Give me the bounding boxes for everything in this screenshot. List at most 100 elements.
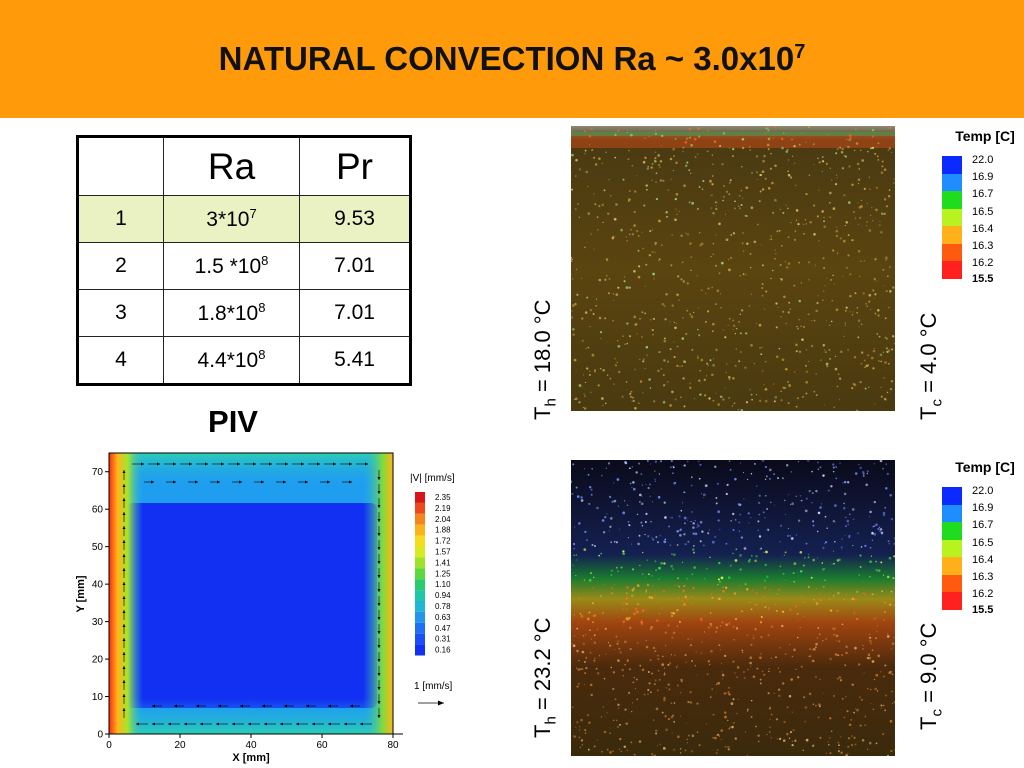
tc-label-top: Tc = 4.0 °C [916, 313, 945, 420]
velocity-vector [196, 462, 208, 466]
y-tick-label: 60 [92, 505, 104, 516]
legend-swatch [942, 487, 962, 505]
legend-value: 16.2 [972, 588, 994, 600]
velocity-vector [377, 554, 381, 564]
th-label-top: Th = 18.0 °C [530, 300, 559, 421]
th-subscript: h [542, 398, 560, 407]
slide-title: NATURAL CONVECTION Ra ~ 3.0x107 [0, 40, 1024, 78]
velocity-vector [312, 722, 324, 726]
legend-value: 16.5 [972, 537, 994, 549]
velocity-vector [122, 680, 126, 690]
piv-axes: 0 20 40 60 80 0 10 20 30 40 50 60 70 [92, 453, 403, 751]
temp-legend-top: Temp [C] 22.0 16.9 16.7 16.5 16.4 16.3 1… [940, 128, 1024, 288]
table-header-cell-blank [77, 136, 164, 196]
legend-swatch [942, 226, 962, 244]
legend-value: 16.5 [972, 206, 994, 218]
velocity-vector [344, 722, 356, 726]
tc-label-bottom: Tc = 9.0 °C [916, 623, 945, 730]
velocity-vector [216, 722, 228, 726]
velocity-vector [360, 722, 372, 726]
table-row: 1 3*107 9.53 [77, 195, 411, 243]
th-value: = 18.0 °C [530, 299, 555, 399]
velocity-vector [377, 652, 381, 662]
tlc-photo-bottom [571, 460, 895, 756]
velocity-vector [122, 498, 126, 508]
colorbar-level-label: 1.57 [435, 548, 451, 557]
ra-cell: 3*107 [163, 195, 300, 243]
ra-cell: 1.5 *108 [163, 242, 300, 290]
y-tick-label: 70 [92, 467, 104, 478]
table-row: 3 1.8*108 7.01 [77, 289, 411, 337]
ra-exponent: 8 [258, 347, 266, 362]
velocity-vector [377, 540, 381, 550]
velocity-vector [122, 484, 126, 494]
velocity-vector [377, 582, 381, 592]
tc-prefix: T [916, 406, 941, 420]
pr-cell: 7.01 [299, 242, 411, 290]
legend-value: 16.4 [972, 554, 994, 566]
velocity-vector [377, 484, 381, 494]
velocity-vector [200, 722, 212, 726]
velocity-vector [122, 554, 126, 564]
tc-subscript: c [928, 709, 946, 717]
colorbar-swatch [415, 590, 425, 601]
velocity-vector [122, 638, 126, 648]
colorbar-level-label: 1.88 [435, 526, 451, 535]
th-prefix: T [530, 724, 555, 738]
velocity-vector [377, 498, 381, 508]
velocity-vector [244, 462, 256, 466]
legend-swatch [942, 243, 962, 261]
colorbar-level-label: 1.25 [435, 569, 451, 578]
slide-title-text: NATURAL CONVECTION Ra ~ 3.0x10 [218, 40, 795, 77]
velocity-vector [356, 462, 368, 466]
velocity-vector [377, 512, 381, 522]
colorbar-level-label: 0.47 [435, 624, 451, 633]
table-header-ra: Ra [163, 136, 300, 196]
colorbar-level-label: 2.35 [435, 493, 451, 502]
velocity-vector [188, 480, 198, 484]
velocity-vector [377, 610, 381, 620]
legend-value: 16.4 [972, 223, 994, 235]
tc-prefix: T [916, 716, 941, 730]
row-id-cell: 2 [77, 242, 164, 290]
legend-swatch [942, 208, 962, 226]
legend-swatch [942, 504, 962, 522]
ra-exponent: 7 [249, 206, 257, 221]
velocity-vector [122, 568, 126, 578]
ra-mantissa: 1.8*10 [197, 302, 259, 325]
velocity-vector [148, 462, 160, 466]
legend-swatch [942, 592, 962, 610]
ra-cell: 4.4*108 [163, 336, 300, 385]
velocity-vector [122, 694, 126, 704]
velocity-vector [324, 462, 336, 466]
colorbar-swatch [415, 557, 425, 569]
velocity-vector [340, 462, 352, 466]
tc-subscript: c [928, 399, 946, 407]
table-header-row: Ra Pr [77, 136, 411, 196]
velocity-vector [280, 722, 292, 726]
velocity-vector [350, 704, 360, 708]
velocity-vector [122, 596, 126, 606]
legend-value: 16.9 [972, 502, 994, 514]
ra-mantissa: 4.4*10 [197, 349, 259, 372]
piv-label: PIV [208, 404, 258, 439]
legend-swatch [942, 173, 962, 191]
th-prefix: T [530, 406, 555, 420]
colorbar-level-label: 0.31 [435, 635, 451, 644]
table-header-pr: Pr [299, 136, 411, 196]
colorbar-level-label: 1.10 [435, 580, 451, 589]
piv-colorbar: 2.35 2.19 2.04 1.88 1.72 1.571.41 1.25 1.10 0.94… [415, 492, 451, 656]
colorbar-swatch [415, 633, 425, 645]
velocity-vector [320, 480, 330, 484]
velocity-vector [122, 540, 126, 550]
velocity-vector [248, 722, 260, 726]
tlc-photo-top [571, 126, 895, 411]
colorbar-swatch [415, 513, 425, 525]
legend-value: 15.5 [972, 273, 994, 285]
velocity-vector [122, 652, 126, 662]
velocity-vector [377, 708, 381, 718]
parameter-table: Ra Pr 1 3*107 9.53 2 1.5 *108 7.01 3 1.8… [76, 135, 412, 386]
colorbar-level-label: 2.04 [435, 515, 451, 524]
y-tick-label: 10 [92, 692, 104, 703]
title-banner [0, 0, 1024, 118]
